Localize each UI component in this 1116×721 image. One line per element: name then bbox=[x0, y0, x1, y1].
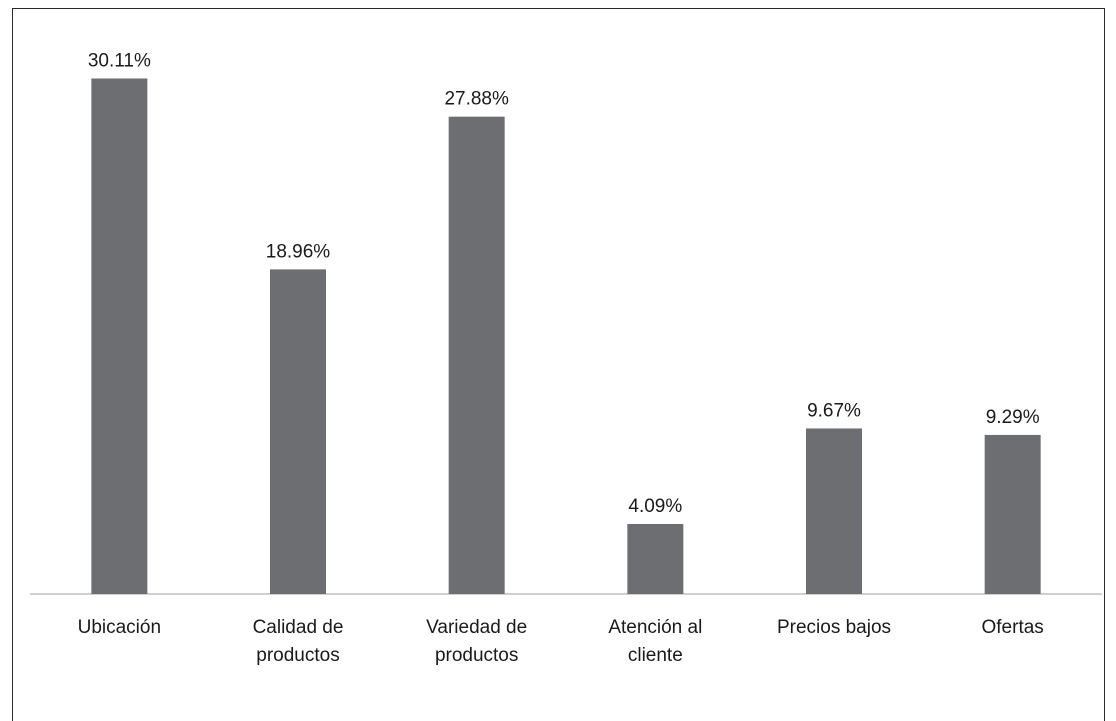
data-label-1: 30.11% bbox=[88, 50, 151, 71]
data-labels-group: 30.11% 18.96% 27.88% 4.09% 9.67% 9.29% bbox=[88, 50, 1040, 516]
bar-2 bbox=[270, 269, 326, 594]
category-label-4-line-1: Atención al bbox=[608, 617, 702, 638]
data-label-4: 4.09% bbox=[628, 496, 682, 517]
category-label-3-line-2: productos bbox=[435, 645, 518, 666]
data-label-6: 9.29% bbox=[986, 407, 1040, 428]
bar-1 bbox=[91, 78, 147, 594]
category-labels-group: Ubicación Calidad de productos Variedad de p… bbox=[78, 617, 1044, 666]
category-label-4-line-2: cliente bbox=[628, 645, 683, 666]
bar-6 bbox=[985, 435, 1041, 594]
data-label-2: 18.96% bbox=[266, 241, 331, 262]
category-label-2-line-2: productos bbox=[256, 645, 339, 666]
data-label-3: 27.88% bbox=[444, 89, 509, 110]
bar-5 bbox=[806, 428, 862, 594]
bar-4 bbox=[627, 524, 683, 594]
category-label-6: Ofertas bbox=[982, 617, 1044, 638]
data-label-5: 9.67% bbox=[807, 400, 861, 421]
bar-3 bbox=[449, 117, 505, 594]
category-label-5: Precios bajos bbox=[777, 617, 891, 638]
category-label-2-line-1: Calidad de bbox=[253, 617, 344, 638]
bars-group bbox=[91, 78, 1040, 594]
category-label-3-line-1: Variedad de bbox=[426, 617, 527, 638]
category-label-1: Ubicación bbox=[78, 617, 161, 638]
